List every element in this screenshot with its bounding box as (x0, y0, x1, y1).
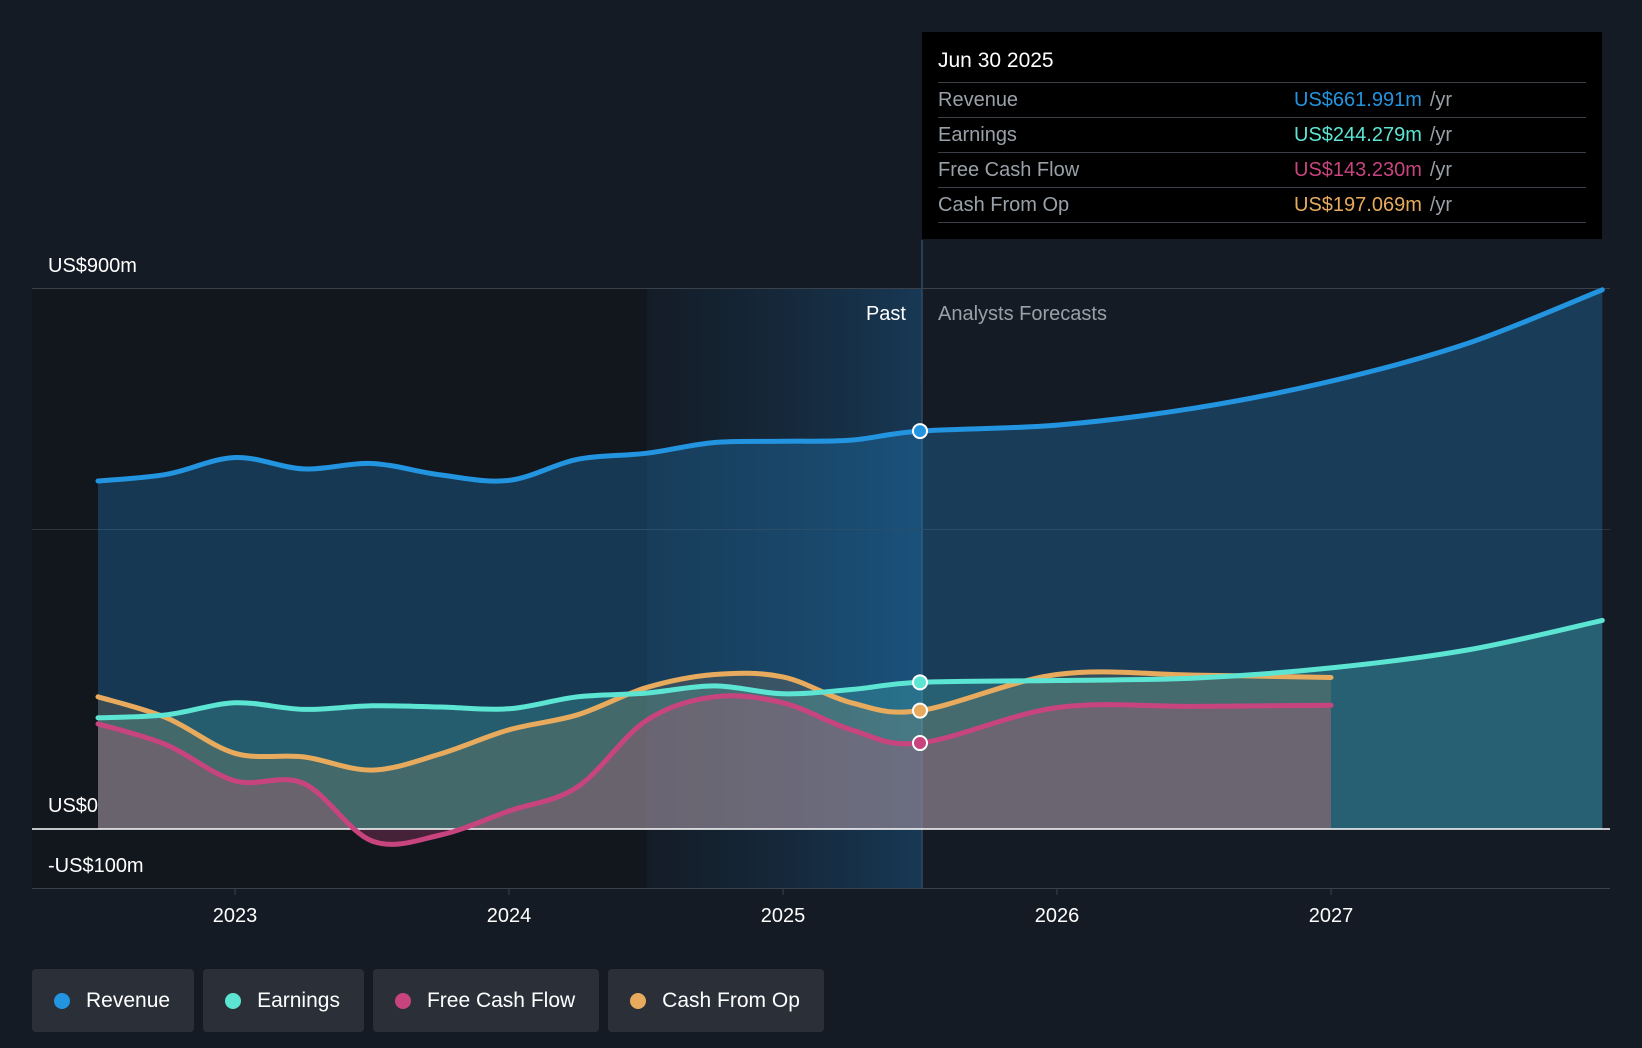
x-tick-label-2025: 2025 (761, 905, 806, 927)
x-tick-label-2026: 2026 (1035, 905, 1080, 927)
tooltip-unit: /yr (1429, 124, 1453, 146)
x-tick-label-2023: 2023 (213, 905, 258, 927)
cash-from-op-marker[interactable] (912, 702, 928, 719)
earnings-line (95, 617, 1605, 721)
revenue-marker[interactable] (912, 423, 928, 440)
cash-from-op-area (98, 671, 1331, 829)
legend-label: Earnings (257, 988, 340, 1012)
tooltip-label: Free Cash Flow (938, 159, 1080, 181)
x-axis-ticks: 2023 2024 2025 2026 2027 (213, 888, 1354, 927)
past-highlight-band (647, 288, 922, 888)
earnings-area (98, 620, 1603, 829)
cash-from-op-line (95, 669, 1334, 773)
tooltip-value: US$661.991m (1294, 89, 1422, 111)
legend-dot-icon (54, 992, 70, 1009)
tooltip-markers (912, 423, 928, 752)
tooltip-value: US$197.069m (1294, 194, 1422, 216)
legend-label: Cash From Op (662, 988, 800, 1012)
x-tick-label-2027: 2027 (1309, 905, 1354, 927)
legend-label: Free Cash Flow (426, 988, 576, 1012)
legend: Revenue Earnings Free Cash Flow Cash Fro… (32, 969, 824, 1032)
legend-dot-icon (394, 992, 411, 1009)
legend-item-free-cash-flow[interactable]: Free Cash Flow (372, 969, 600, 1032)
revenue-area (98, 289, 1603, 829)
y-label-neg100: -US$100m (48, 855, 144, 877)
y-label-0: US$0 (48, 795, 98, 817)
free-cash-flow-line (95, 693, 1334, 847)
tooltip-unit: /yr (1429, 159, 1453, 181)
series-areas (98, 289, 1603, 845)
x-tick-label-2024: 2024 (487, 905, 532, 927)
tooltip-value: US$143.230m (1294, 159, 1422, 181)
tooltip-row-earnings: Earnings US$244.279m /yr (938, 118, 1586, 153)
revenue-line (95, 287, 1605, 484)
legend-item-revenue[interactable]: Revenue (32, 969, 195, 1032)
legend-dot-icon (630, 992, 647, 1009)
legend-item-cash-from-op[interactable]: Cash From Op (608, 969, 824, 1032)
free-cash-flow-marker[interactable] (912, 735, 928, 752)
tooltip-value: US$244.279m (1294, 124, 1422, 146)
legend-dot-icon (225, 992, 242, 1009)
tooltip-panel: Jun 30 2025 Revenue US$661.991m /yr Earn… (922, 32, 1602, 239)
series-lines (95, 287, 1605, 847)
free-cash-flow-area (98, 695, 1331, 845)
tooltip-unit: /yr (1429, 89, 1453, 111)
tooltip-row-cash-from-op: Cash From Op US$197.069m /yr (938, 188, 1586, 223)
tooltip-label: Revenue (938, 89, 1019, 111)
forecast-label: Analysts Forecasts (938, 303, 1107, 325)
legend-label: Revenue (86, 988, 171, 1012)
tooltip-label: Cash From Op (938, 194, 1070, 216)
past-label: Past (866, 303, 906, 325)
earnings-marker[interactable] (912, 674, 928, 691)
tooltip-row-free-cash-flow: Free Cash Flow US$143.230m /yr (938, 153, 1586, 188)
tooltip-date: Jun 30 2025 (938, 46, 1586, 83)
tooltip-unit: /yr (1429, 194, 1453, 216)
tooltip-row-revenue: Revenue US$661.991m /yr (938, 83, 1586, 118)
legend-item-earnings[interactable]: Earnings (203, 969, 364, 1032)
tooltip-label: Earnings (938, 124, 1017, 146)
y-label-900: US$900m (48, 255, 137, 277)
